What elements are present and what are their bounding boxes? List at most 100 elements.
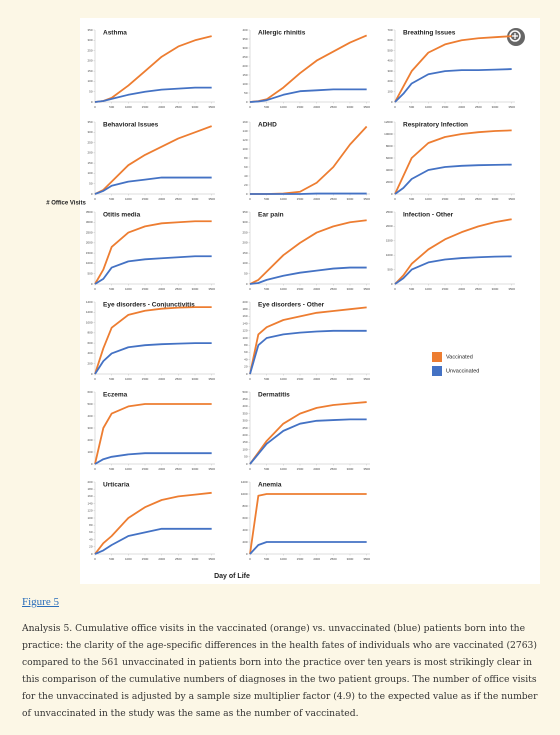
panel-title: Breathing Issues xyxy=(403,30,456,37)
y-axis-label: # Office Visits xyxy=(46,201,86,207)
y-tick-label: 300 xyxy=(387,69,392,73)
series-line xyxy=(94,306,212,375)
x-tick-label: 0 xyxy=(249,377,251,381)
figure: # Office Visits Day of Life 050100150200… xyxy=(46,18,540,584)
y-tick-label: 100 xyxy=(242,261,247,265)
x-tick-label: 2500 xyxy=(475,105,482,109)
zoom-icon[interactable] xyxy=(507,28,525,46)
y-tick-label: 0 xyxy=(246,100,248,104)
y-tick-label: 400 xyxy=(387,59,392,63)
x-tick-label: 2500 xyxy=(175,467,182,471)
y-tick-label: 160 xyxy=(87,494,92,498)
x-tick-label: 2500 xyxy=(330,105,337,109)
y-tick-label: 0 xyxy=(91,552,93,556)
y-tick-label: 10000 xyxy=(384,132,393,136)
panel-title: Urticaria xyxy=(103,482,130,489)
x-tick-label: 3000 xyxy=(192,467,199,471)
panel-title: Respiratory Infection xyxy=(403,122,468,129)
y-tick-label: 100 xyxy=(87,450,92,454)
y-tick-label: 400 xyxy=(242,28,247,32)
series-line xyxy=(249,219,367,285)
x-tick-label: 1000 xyxy=(125,557,132,561)
y-tick-label: 1000 xyxy=(86,320,93,324)
y-tick-label: 0 xyxy=(391,192,393,196)
y-tick-label: 80 xyxy=(244,156,248,160)
y-tick-label: 300 xyxy=(87,426,92,430)
x-tick-label: 0 xyxy=(394,197,396,201)
x-tick-label: 1500 xyxy=(142,197,149,201)
series-line xyxy=(94,176,212,195)
y-tick-label: 0 xyxy=(391,282,393,286)
series-line xyxy=(249,418,367,465)
x-tick-label: 2500 xyxy=(475,287,482,291)
y-tick-label: 120 xyxy=(242,329,247,333)
y-tick-label: 200 xyxy=(87,362,92,366)
x-tick-label: 3000 xyxy=(347,467,354,471)
y-tick-label: 600 xyxy=(87,341,92,345)
series-line xyxy=(394,68,512,103)
y-tick-label: 200 xyxy=(242,540,247,544)
series-line xyxy=(94,452,212,465)
y-tick-label: 200 xyxy=(87,151,92,155)
y-tick-label: 700 xyxy=(387,28,392,32)
y-tick-label: 40 xyxy=(244,174,248,178)
series-line xyxy=(249,306,367,375)
x-tick-label: 500 xyxy=(109,105,114,109)
y-tick-label: 0 xyxy=(91,282,93,286)
x-tick-label: 500 xyxy=(109,377,114,381)
y-tick-label: 300 xyxy=(242,46,247,50)
y-tick-label: 250 xyxy=(242,426,247,430)
x-tick-label: 1500 xyxy=(297,105,304,109)
y-tick-label: 200 xyxy=(242,300,247,304)
x-tick-label: 2000 xyxy=(458,197,465,201)
legend-swatch xyxy=(432,352,442,362)
y-tick-label: 100 xyxy=(242,447,247,451)
y-tick-label: 500 xyxy=(387,267,392,271)
series-line xyxy=(249,541,367,555)
x-tick-label: 3000 xyxy=(192,105,199,109)
y-tick-label: 3000 xyxy=(86,220,93,224)
y-tick-label: 500 xyxy=(242,390,247,394)
y-tick-label: 180 xyxy=(242,307,247,311)
y-tick-label: 0 xyxy=(91,100,93,104)
x-tick-label: 2500 xyxy=(175,287,182,291)
x-tick-label: 2000 xyxy=(313,557,320,561)
y-tick-label: 200 xyxy=(242,241,247,245)
y-tick-label: 150 xyxy=(87,69,92,73)
x-tick-label: 3500 xyxy=(363,377,370,381)
y-tick-label: 80 xyxy=(244,343,248,347)
x-tick-label: 0 xyxy=(94,287,96,291)
x-tick-label: 500 xyxy=(109,287,114,291)
x-tick-label: 1000 xyxy=(280,467,287,471)
y-tick-label: 100 xyxy=(87,79,92,83)
x-tick-label: 2500 xyxy=(330,197,337,201)
series-line xyxy=(94,255,212,285)
x-tick-label: 3500 xyxy=(208,197,215,201)
x-tick-label: 1500 xyxy=(142,377,149,381)
x-axis-label: Day of Life xyxy=(214,573,250,580)
x-tick-label: 0 xyxy=(394,287,396,291)
x-tick-label: 500 xyxy=(109,557,114,561)
y-tick-label: 250 xyxy=(87,140,92,144)
x-tick-label: 3500 xyxy=(208,377,215,381)
panel-title: Dermatitis xyxy=(258,392,290,399)
x-tick-label: 2500 xyxy=(175,377,182,381)
x-tick-label: 3500 xyxy=(363,557,370,561)
y-tick-label: 80 xyxy=(89,523,93,527)
x-tick-label: 500 xyxy=(109,197,114,201)
panel-title: Infection - Other xyxy=(403,212,454,219)
figure-link[interactable]: Figure 5 xyxy=(22,596,59,608)
series-line xyxy=(249,88,367,103)
x-tick-label: 3500 xyxy=(208,557,215,561)
x-tick-label: 3500 xyxy=(363,105,370,109)
y-tick-label: 120 xyxy=(242,138,247,142)
series-line xyxy=(94,86,212,103)
y-tick-label: 450 xyxy=(242,397,247,401)
x-tick-label: 2500 xyxy=(175,105,182,109)
y-tick-label: 140 xyxy=(242,129,247,133)
y-tick-label: 350 xyxy=(87,120,92,124)
x-tick-label: 1500 xyxy=(297,467,304,471)
x-tick-label: 1500 xyxy=(297,197,304,201)
y-tick-label: 350 xyxy=(242,210,247,214)
x-tick-label: 0 xyxy=(94,197,96,201)
